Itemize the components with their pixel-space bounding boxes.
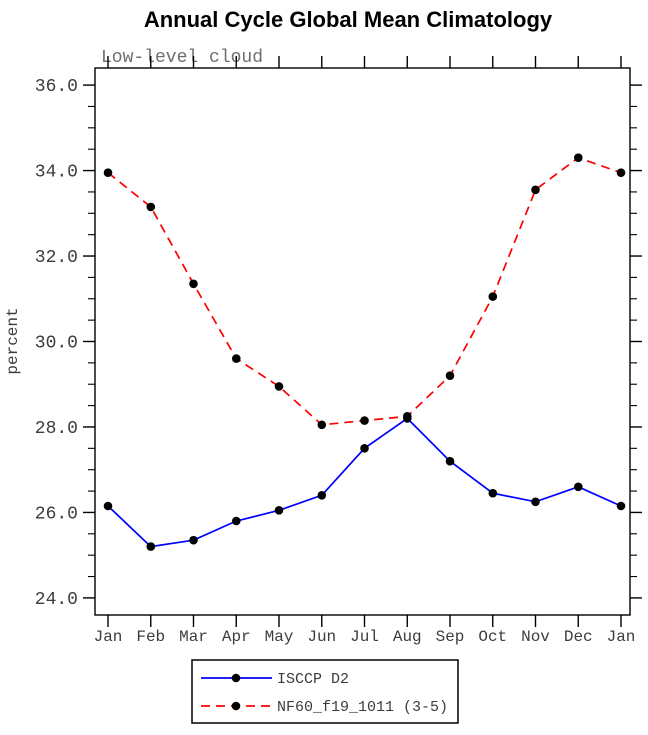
y-tick-label: 36.0	[35, 77, 78, 97]
data-point-isccp-d2	[488, 488, 498, 498]
data-point-isccp-d2	[574, 482, 583, 492]
data-point-nf60-f19-1011-3-5	[445, 371, 455, 381]
x-tick-label: Oct	[478, 628, 507, 646]
x-tick-label: Jun	[307, 628, 336, 646]
x-tick-label: Apr	[222, 628, 251, 646]
axes: 24.0 26.0 28.0 30.0 32.0 34.0 36.0 Jan Feb Mar Apr…	[35, 56, 642, 646]
y-tick-label: 24.0	[35, 590, 78, 610]
series-line-isccp-d2	[107, 417, 622, 548]
y-tick-label: 34.0	[35, 163, 78, 183]
plot-frame	[94, 67, 631, 616]
data-point-nf60-f19-1011-3-5	[146, 202, 156, 212]
x-tick-label: Jul	[350, 628, 379, 646]
y-tick-label: 28.0	[35, 419, 78, 439]
data-point-nf60-f19-1011-3-5	[274, 382, 284, 391]
legend-item-isccp-d2: ISCCP D2	[201, 671, 349, 688]
y-tick-label: 26.0	[35, 504, 78, 524]
legend-marker-nf60-f19-1011-3-5	[231, 701, 241, 711]
legend-marker-isccp-d2	[231, 673, 241, 683]
data-point-isccp-d2	[103, 501, 113, 511]
x-tick-label: Nov	[521, 628, 550, 646]
data-point-isccp-d2	[274, 506, 284, 515]
data-point-nf60-f19-1011-3-5	[403, 412, 412, 421]
x-tick-label: May	[265, 628, 294, 646]
data-point-nf60-f19-1011-3-5	[103, 168, 113, 177]
x-tick-label: Jan	[94, 628, 123, 646]
chart-subtitle: Low-level cloud	[101, 48, 263, 68]
data-point-nf60-f19-1011-3-5	[189, 279, 198, 289]
series-line-nf60-f19-1011-3-5	[107, 156, 622, 426]
chart-title: Annual Cycle Global Mean Climatology	[144, 7, 553, 32]
data-point-isccp-d2	[232, 516, 241, 526]
data-point-isccp-d2	[317, 491, 327, 500]
x-tick-label: Sep	[436, 628, 465, 646]
data-point-isccp-d2	[531, 497, 540, 507]
data-point-isccp-d2	[360, 444, 369, 453]
x-tick-label: Mar	[179, 628, 208, 646]
x-tick-label: Feb	[136, 628, 165, 646]
x-tick-label: Aug	[393, 628, 422, 646]
data-point-nf60-f19-1011-3-5	[317, 420, 327, 430]
data-point-nf60-f19-1011-3-5	[488, 292, 498, 301]
y-axis-label: percent	[4, 307, 22, 374]
x-tick-label: Dec	[564, 628, 593, 646]
series-group	[103, 153, 626, 551]
y-tick-label: 30.0	[35, 334, 78, 354]
legend-label-nf60-f19-1011-3-5: NF60_f19_1011 (3-5)	[277, 699, 448, 716]
data-point-nf60-f19-1011-3-5	[531, 185, 540, 195]
x-tick-label: Jan	[607, 628, 636, 646]
data-point-nf60-f19-1011-3-5	[574, 153, 583, 162]
data-point-nf60-f19-1011-3-5	[616, 168, 626, 177]
data-point-isccp-d2	[445, 456, 455, 466]
legend-item-nf60-f19-1011-3-5: NF60_f19_1011 (3-5)	[201, 699, 448, 716]
data-point-isccp-d2	[616, 501, 626, 511]
data-point-nf60-f19-1011-3-5	[360, 416, 369, 425]
data-point-isccp-d2	[189, 535, 198, 545]
data-point-isccp-d2	[146, 542, 156, 551]
legend-label-isccp-d2: ISCCP D2	[277, 671, 349, 688]
legend-box	[191, 659, 459, 724]
data-point-nf60-f19-1011-3-5	[232, 354, 241, 363]
y-tick-label: 32.0	[35, 248, 78, 268]
legend: ISCCP D2 NF60_f19_1011 (3-5)	[191, 659, 459, 724]
